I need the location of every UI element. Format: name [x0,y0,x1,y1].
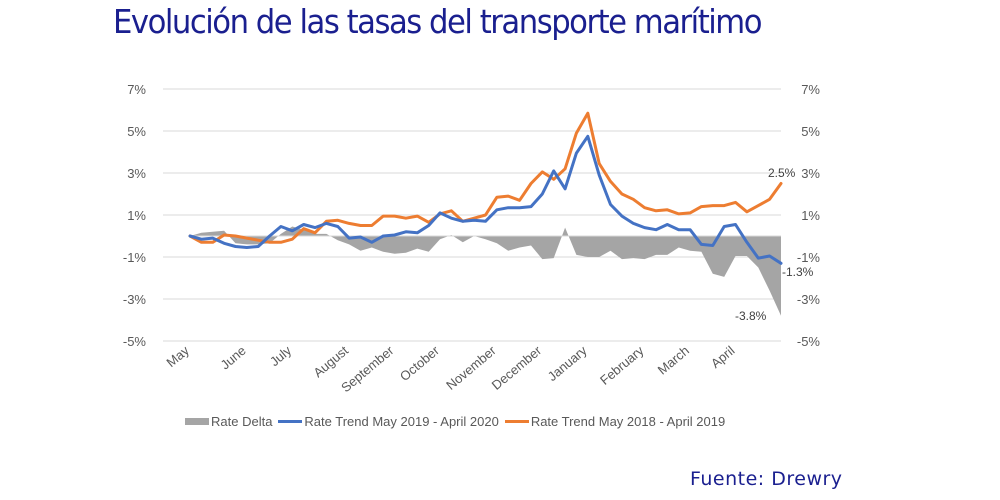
grid-lines [163,88,781,342]
x-tick-label: July [267,342,295,369]
x-tick-label: May [163,342,192,370]
legend-swatch-line [278,420,303,423]
rate-delta-area [190,226,781,316]
legend-label: Rate Delta [211,414,273,429]
x-tick-label: March [655,343,692,378]
legend-label: Rate Trend May 2018 - April 2019 [530,414,726,429]
y-tick-label: 7% [127,82,146,97]
legend-swatch-area [185,418,209,425]
rate-trend-2019-2020-line [188,134,783,265]
trend-lines [188,111,783,265]
y-tick-label: 5% [127,124,146,139]
page-title: Evolución de las tasas del transporte ma… [113,2,762,41]
y2-tick-label: 7% [801,82,820,97]
legend-label: Rate Trend May 2019 - April 2020 [304,414,499,429]
source-credit: Fuente: Drewry [690,468,843,490]
y2-tick-label: 5% [801,124,820,139]
legend: Rate Delta Rate Trend May 2019 - April 2… [185,414,731,429]
data-label-orange-end: 2.5% [768,166,796,180]
x-tick-label: August [310,343,351,381]
legend-swatch-line [504,420,529,423]
data-label-delta-end: -3.8% [735,309,767,323]
data-labels: 2.5% -1.3% -3.8% [735,166,814,323]
rate-trend-2018-2019-line [188,111,783,244]
x-tick-label: February [597,342,647,387]
y-axis-right: 7% 5% 3% 1% -1% -3% -5% [797,82,821,349]
y2-tick-label: -1% [797,250,821,265]
rate-delta-area-shape [190,226,781,316]
y2-tick-label: 1% [801,208,820,223]
y2-tick-label: 3% [801,166,820,181]
y-tick-label: -3% [123,292,147,307]
y2-tick-label: -3% [797,292,821,307]
legend-item-trend-2019-2020[interactable]: Rate Trend May 2019 - April 2020 [278,414,499,429]
y-tick-label: -1% [123,250,147,265]
x-tick-label: June [218,343,249,373]
data-label-blue-end: -1.3% [782,265,814,279]
y-tick-label: 3% [127,166,146,181]
x-tick-label: April [708,343,738,371]
legend-item-trend-2018-2019[interactable]: Rate Trend May 2018 - April 2019 [504,414,726,429]
y-tick-label: -5% [123,334,147,349]
x-tick-label: January [545,342,590,384]
y-axis-left: 7% 5% 3% 1% -1% -3% -5% [123,82,147,349]
legend-item-rate-delta[interactable]: Rate Delta [185,414,272,429]
y-tick-label: 1% [127,208,146,223]
x-tick-label: October [397,342,443,384]
y2-tick-label: -5% [797,334,821,349]
x-tick-label: December [489,342,545,392]
